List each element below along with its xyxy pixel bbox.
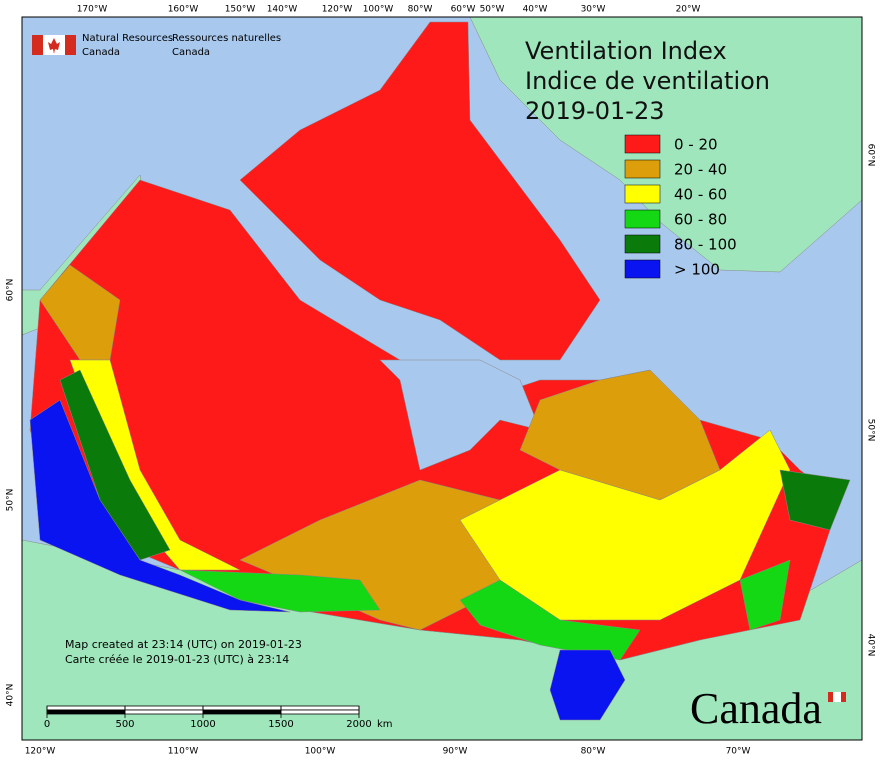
scale-segment [124,705,204,711]
legend-label: > 100 [674,261,720,279]
title-line: 2019-01-23 [525,97,664,125]
agency-fr: Ressources naturelles [172,33,281,44]
zone-80-100-newfoundland [779,469,851,531]
credit-line: Map created at 23:14 (UTC) on 2019-01-23 [65,638,302,651]
map-frame [21,16,863,741]
graticule-top: 60°W [451,5,476,15]
flag-bar [65,35,76,55]
flag-bar [32,35,43,55]
agency-block [32,35,76,55]
legend-swatch [624,159,661,179]
scale-tick-label: 1500 [268,719,293,730]
scale-segment [280,709,360,715]
graticule-left: 60°N [6,279,16,302]
graticule-top: 170°W [77,5,108,15]
legend: 0 - 20 20 - 40 40 - 60 60 - 80 80 - 100 > 100 [624,134,737,279]
agency-fr: Canada [172,47,210,58]
graticule-top: 30°W [581,5,606,15]
graticule-bottom: 70°W [726,747,751,757]
graticule-top: 120°W [322,5,353,15]
legend-label: 0 - 20 [674,136,718,154]
graticule-top: 80°W [408,5,433,15]
graticule-top: 50°W [480,5,505,15]
graticule-top: 100°W [363,5,394,15]
graticule-top: 40°W [523,5,548,15]
scale-segment [202,705,282,711]
legend-label: 80 - 100 [674,236,737,254]
graticule-right: 50°N [866,419,876,442]
zone-20-40-west [39,264,121,361]
scale-segment [202,709,282,715]
legend-label: 40 - 60 [674,186,727,204]
legend-label: 20 - 40 [674,161,727,179]
credit-line: Carte créée le 2019-01-23 (UTC) à 23:14 [65,653,289,666]
scale-tick-label: 0 [44,719,50,730]
graticule-top: 140°W [267,5,298,15]
zone-over-100-west [29,399,291,613]
graticule-bottom: 100°W [305,747,336,757]
labels: Natural Resources Canada Ressources nature… [6,5,876,757]
maple-leaf [48,38,60,54]
graticule-bottom: 120°W [25,747,56,757]
graticule-left: 40°N [6,684,16,707]
title-line: Ventilation Index [525,37,727,65]
graticule-top: 150°W [225,5,256,15]
graticule-top: 20°W [676,5,701,15]
wordmark: Canada [690,684,822,733]
graticule-left: 50°N [6,489,16,512]
wordmark-flag [833,692,841,702]
hudson-bay [379,359,541,471]
scale-segment [280,705,360,711]
agency-en: Natural Resources [82,33,173,44]
scale-tick-label: 1000 [190,719,215,730]
scale-tick-label: 500 [115,719,134,730]
land [21,16,863,741]
graticule-bottom: 90°W [443,747,468,757]
agency-en: Canada [82,47,120,58]
scale-segment [124,709,204,715]
legend-swatch [624,184,661,204]
scale-tick-label: 2000 [346,719,371,730]
scale-segment [46,709,126,715]
legend-label: 60 - 80 [674,211,727,229]
legend-swatch [624,259,661,279]
graticule-right: 60°N [866,144,876,167]
legend-swatch [624,209,661,229]
legend-swatch [624,134,661,154]
zone-over-100-ontario [549,649,626,721]
zone-60-80-ontario [459,579,641,661]
scale-segment [46,705,126,711]
graticule-top: 160°W [168,5,199,15]
arctic-islands [239,21,601,361]
legend-swatch [624,234,661,254]
graticule-bottom: 80°W [581,747,606,757]
scale-unit: km [377,719,393,730]
title-line: Indice de ventilation [525,67,770,95]
graticule-right: 40°N [866,634,876,657]
graticule-bottom: 110°W [168,747,199,757]
zone-60-80-maritimes [739,559,791,631]
